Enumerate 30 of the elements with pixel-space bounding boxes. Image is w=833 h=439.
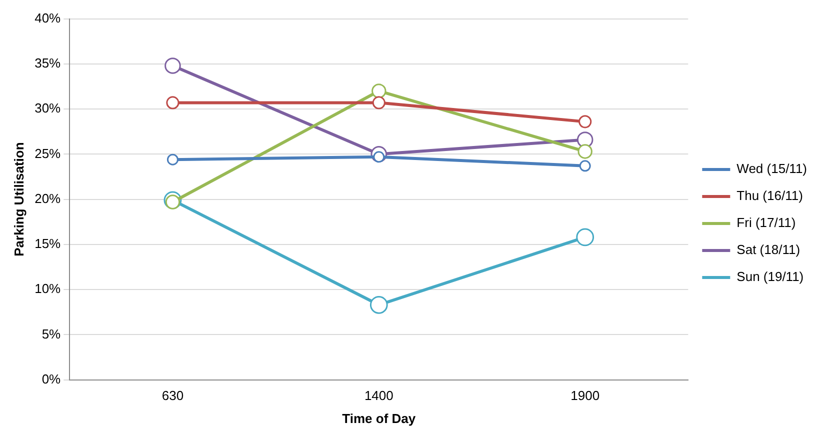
x-tick-label: 630 xyxy=(162,388,184,404)
point xyxy=(578,144,592,159)
legend-label: Thu (16/11) xyxy=(736,188,803,204)
point xyxy=(164,58,181,74)
point xyxy=(372,96,386,110)
legend-label: Sat (18/11) xyxy=(736,242,800,258)
point xyxy=(372,84,386,98)
y-axis-title: Parking Utilisation xyxy=(11,142,26,256)
x-tick-label: 1400 xyxy=(364,388,394,404)
point xyxy=(166,154,178,166)
legend-label: Sun (19/11) xyxy=(736,269,804,284)
y-tick-label: 25% xyxy=(34,146,62,161)
point xyxy=(576,228,594,246)
x-tick-label: 1900 xyxy=(570,388,600,404)
point xyxy=(578,115,592,128)
point xyxy=(370,296,388,314)
point xyxy=(165,194,180,210)
y-tick-label: 15% xyxy=(34,236,62,252)
legend-label: Fri (17/11) xyxy=(736,215,796,230)
x-axis-title: Time of Day xyxy=(342,410,416,426)
y-tick-label: 30% xyxy=(34,100,62,116)
y-tick-label: 20% xyxy=(34,190,62,206)
y-tick-label: 5% xyxy=(42,326,62,342)
point xyxy=(166,96,180,110)
y-tick-label: 35% xyxy=(34,56,62,71)
y-tick-label: 0% xyxy=(42,371,62,386)
point xyxy=(579,160,591,172)
y-tick-label: 40% xyxy=(34,10,62,26)
y-tick-label: 10% xyxy=(34,281,62,296)
legend-label: Wed (15/11) xyxy=(736,161,808,176)
